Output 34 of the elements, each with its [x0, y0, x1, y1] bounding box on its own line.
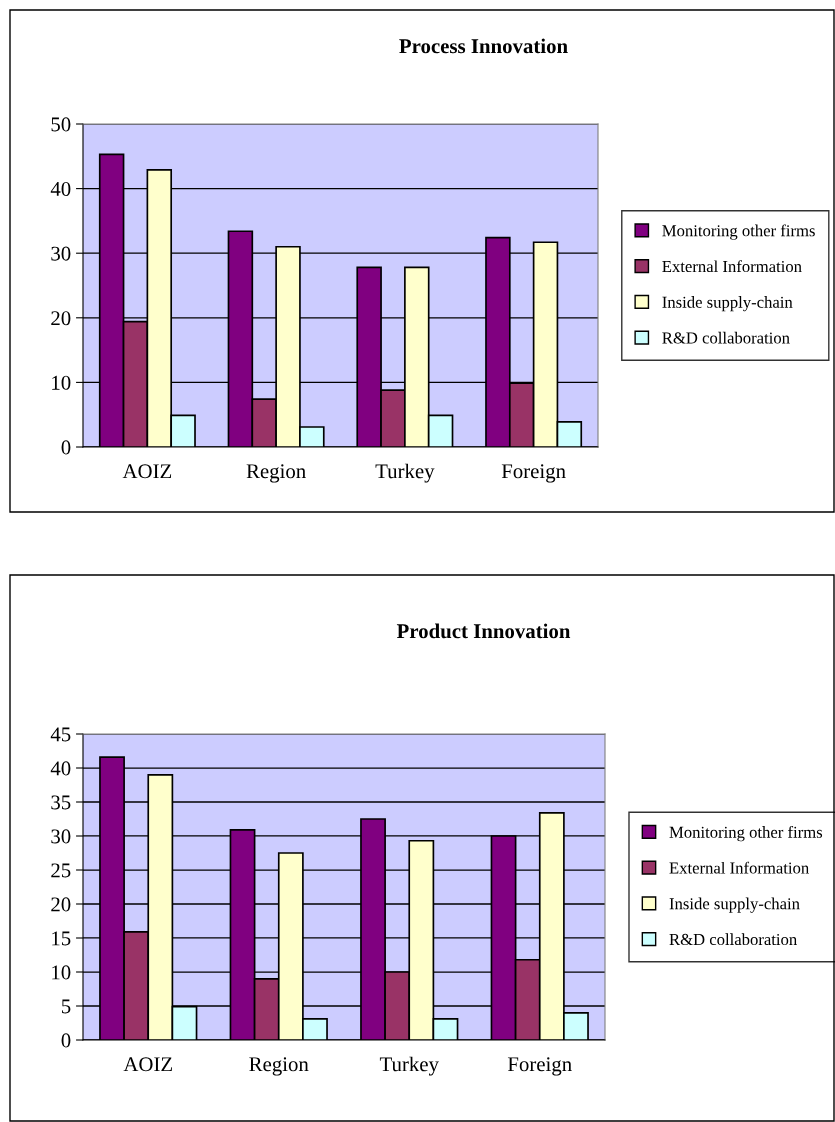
legend-label: External Information: [662, 260, 802, 273]
x-tick-label: Region: [246, 464, 306, 483]
y-tick-label: 20: [51, 311, 71, 326]
x-tick-label: Foreign: [501, 464, 566, 483]
x-tick-label: AOIZ: [123, 1057, 172, 1072]
y-tick-label: 5: [61, 999, 71, 1014]
legend-label: R&D collaboration: [669, 933, 797, 946]
x-tick-label: Turkey: [379, 1056, 439, 1076]
y-tick-label: 40: [50, 761, 71, 776]
chart-title: Product Innovation: [396, 623, 571, 639]
y-tick-label: 20: [51, 897, 71, 912]
x-tick-label: Foreign: [507, 1057, 572, 1076]
legend-label: Inside supply-chain: [669, 897, 800, 913]
legend-label: R&D collaboration: [662, 331, 790, 344]
chart-title: Process Innovation: [399, 38, 568, 54]
y-tick-label: 30: [51, 829, 71, 844]
y-tick-label: 10: [52, 375, 71, 390]
y-tick-label: 40: [50, 181, 71, 197]
y-tick-label: 0: [61, 440, 71, 455]
y-tick-label: 45: [50, 727, 71, 742]
legend-label: Monitoring other firms: [662, 224, 815, 240]
x-tick-label: Turkey: [375, 463, 435, 483]
y-tick-label: 15: [52, 931, 71, 946]
y-tick-label: 35: [51, 795, 71, 810]
x-tick-label: AOIZ: [122, 464, 172, 479]
y-tick-label: 50: [51, 117, 71, 132]
legend-label: Inside supply-chain: [662, 296, 793, 312]
x-tick-label: Region: [249, 1057, 309, 1076]
y-tick-label: 0: [61, 1033, 71, 1048]
y-tick-label: 10: [52, 965, 71, 980]
legend-label: Monitoring other firms: [669, 825, 823, 842]
y-tick-label: 30: [51, 246, 71, 261]
y-tick-label: 25: [51, 863, 71, 878]
legend-label: External Information: [669, 861, 809, 874]
